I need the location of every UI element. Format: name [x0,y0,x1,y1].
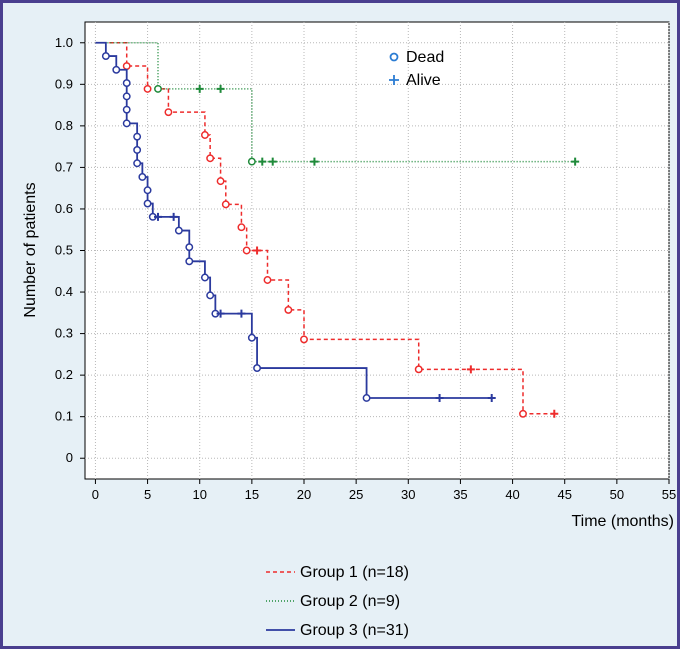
x-tick-label: 0 [92,487,99,502]
series-legend: Group 1 (n=18) Group 2 (n=9) Group 3 (n=… [266,564,409,639]
dead-marker-group-3 [143,186,152,195]
dead-marker-group-3 [143,199,152,208]
y-tick-label: 0.2 [55,367,73,382]
dead-marker-group-1 [237,223,246,232]
y-tick-label: 0 [66,450,73,465]
dead-marker-group-3 [122,105,131,114]
dead-marker-group-1 [200,131,209,139]
y-tick-label: 0.3 [55,326,73,341]
dead-marker-group-3 [247,333,256,342]
alive-marker-group-2 [195,84,204,93]
legend-label-group-1: Group 1 (n=18) [300,564,409,581]
x-tick-label: 45 [557,487,571,502]
dead-marker-group-3 [112,65,121,74]
dead-marker-group-1 [263,276,272,284]
dead-marker-group-3 [138,173,147,181]
dead-marker-group-1 [216,177,225,186]
dead-marker-group-1 [284,305,293,314]
dead-marker-group-3 [133,146,142,154]
dead-marker-group-1 [143,84,152,93]
dead-marker-group-3 [133,159,142,168]
dead-marker-group-2 [247,157,256,166]
dead-marker-group-3 [200,273,209,282]
dead-marker-group-3 [122,92,131,101]
x-tick-label: 25 [349,487,363,502]
dead-marker-group-3 [122,79,131,88]
y-tick-label: 0.1 [55,409,73,424]
y-tick-label: 0.8 [55,118,73,133]
x-tick-label: 15 [245,487,259,502]
alive-marker-group-3 [435,393,444,402]
dead-marker-group-3 [101,52,110,61]
alive-marker-group-3 [237,309,246,318]
dead-marker-group-3 [362,394,371,402]
y-tick-label: 0.7 [55,159,73,174]
alive-marker-group-2 [216,84,225,93]
dead-marker-group-1 [242,246,251,255]
dead-marker-group-3 [133,132,142,141]
y-tick-label: 1.0 [55,35,73,50]
dead-marker-group-3 [185,243,194,252]
alive-marker-group-1 [466,365,475,374]
x-tick-label: 55 [662,487,676,502]
legend-label-group-2: Group 2 (n=9) [300,593,400,610]
dead-marker-group-3 [206,291,215,300]
dead-marker-group-1 [519,409,527,418]
alive-legend-label: Alive [406,72,441,89]
x-tick-label: 40 [505,487,519,502]
alive-marker-group-1 [253,246,262,255]
x-tick-label: 20 [297,487,311,502]
dead-marker-group-1 [221,200,230,209]
y-tick-label: 0.6 [55,201,73,216]
series-line-group-1 [95,42,555,415]
dead-marker-group-1 [414,365,423,374]
alive-marker-group-1 [550,409,559,418]
dead-legend-label: Dead [406,49,444,66]
y-tick-label: 0.9 [55,76,73,91]
series-layer [95,41,580,418]
dead-legend-circle-icon [389,52,399,62]
x-tick-label: 30 [401,487,415,502]
dead-marker-group-1 [122,62,131,70]
alive-marker-group-3 [154,212,162,221]
dead-marker-group-2 [154,84,162,93]
dead-marker-group-3 [253,364,262,373]
dead-marker-group-3 [122,119,131,128]
alive-marker-group-2 [268,157,277,166]
chart-svg: 0 5 10 15 20 25 30 35 40 45 50 55 0 0.1 0.2 0.3 0.4 0.5 0.… [22,21,676,639]
x-tick-label: 50 [610,487,624,502]
y-tick-label: 0.4 [55,284,73,299]
alive-marker-group-3 [216,309,225,318]
x-axis-title: Time (months) [571,513,674,530]
y-tick-label: 0.5 [55,243,73,258]
dead-marker-group-1 [206,154,215,163]
y-axis-title: Number of patients [22,182,39,317]
x-tick-label: 10 [192,487,206,502]
legend-label-group-3: Group 3 (n=31) [300,622,409,639]
alive-marker-group-2 [571,157,580,166]
alive-marker-group-3 [169,212,178,221]
marker-legend: Dead Alive [389,49,444,89]
axis-ticks: 0 5 10 15 20 25 30 35 40 45 50 55 0 0.1 0.2 0.3 0.4 0.5 0.… [55,35,676,502]
alive-marker-group-2 [310,157,319,166]
alive-legend-plus-icon [389,75,399,85]
dead-marker-group-3 [174,226,183,235]
dead-marker-group-1 [300,335,308,344]
x-tick-label: 35 [453,487,467,502]
x-tick-label: 5 [144,487,151,502]
dead-marker-group-3 [185,257,194,266]
alive-marker-group-3 [487,393,496,402]
dead-marker-group-1 [164,108,173,117]
alive-marker-group-2 [258,157,267,166]
